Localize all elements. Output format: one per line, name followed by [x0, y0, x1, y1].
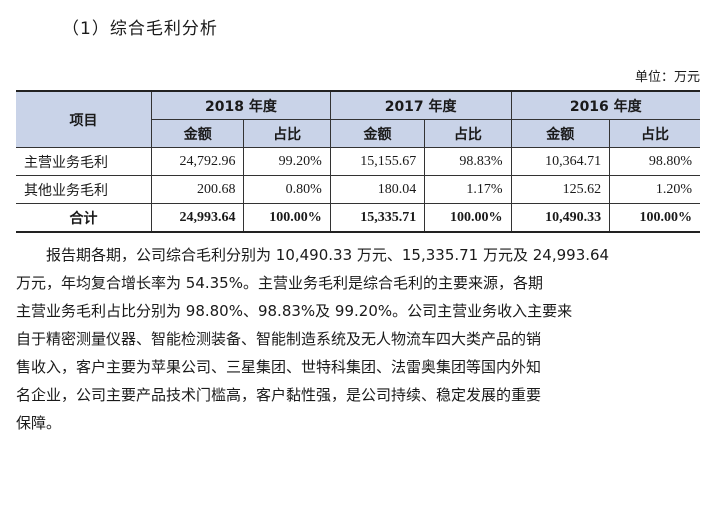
cell-value: 24,993.64 [151, 203, 245, 233]
table-row: 其他业务毛利 200.68 0.80% 180.04 1.17% 125.62 … [16, 175, 700, 204]
cell-value: 200.68 [151, 175, 245, 204]
cell-value: 98.80% [609, 147, 700, 176]
unit-label: 单位：万元 [634, 70, 700, 85]
cell-value: 0.80% [243, 175, 331, 204]
gross-profit-table: 项目 2018 年度 2017 年度 2016 年度 金额 占比 金额 占比 金… [16, 90, 700, 233]
table-header-row: 项目 2018 年度 2017 年度 2016 年度 [16, 90, 700, 148]
cell-value: 180.04 [329, 175, 426, 204]
header-amount: 金额 [151, 119, 245, 148]
cell-value: 10,364.71 [510, 147, 611, 176]
paragraph-line: 报告期各期，公司综合毛利分别为 10,490.33 万元、15,335.71 万… [46, 246, 610, 264]
cell-value: 99.20% [243, 147, 331, 176]
section-title: （1）综合毛利分析 [62, 19, 218, 39]
header-year: 2017 年度 [329, 90, 512, 120]
cell-value: 1.17% [424, 175, 512, 204]
cell-value: 24,792.96 [151, 147, 245, 176]
paragraph-line: 售收入，客户主要为苹果公司、三星集团、世特科集团、法雷奥集团等国内外知 [16, 358, 542, 376]
header-amount: 金额 [510, 119, 611, 148]
header-amount: 金额 [329, 119, 426, 148]
header-ratio: 占比 [243, 119, 331, 148]
table-subheader-row: 金额 占比 金额 占比 金额 占比 [16, 119, 700, 148]
header-item: 项目 [16, 90, 153, 148]
paragraph-line: 保障。 [16, 414, 62, 432]
cell-value: 100.00% [609, 203, 700, 233]
cell-value: 100.00% [424, 203, 512, 233]
analysis-paragraph: 报告期各期，公司综合毛利分别为 10,490.33 万元、15,335.71 万… [16, 241, 700, 437]
row-label: 合计 [16, 203, 153, 233]
header-year: 2016 年度 [510, 90, 700, 120]
cell-value: 100.00% [243, 203, 331, 233]
cell-value: 125.62 [510, 175, 611, 204]
row-label: 主营业务毛利 [16, 147, 153, 176]
paragraph-line: 万元，年均复合增长率为 54.35%。主营业务毛利是综合毛利的主要来源，各期 [16, 274, 543, 292]
cell-value: 1.20% [609, 175, 700, 204]
cell-value: 98.83% [424, 147, 512, 176]
cell-value: 10,490.33 [510, 203, 611, 233]
table-row: 主营业务毛利 24,792.96 99.20% 15,155.67 98.83%… [16, 147, 700, 176]
table-total-row: 合计 24,993.64 100.00% 15,335.71 100.00% 1… [16, 203, 700, 233]
header-year: 2018 年度 [151, 90, 331, 120]
cell-value: 15,335.71 [329, 203, 426, 233]
paragraph-line: 自于精密测量仪器、智能检测装备、智能制造系统及无人物流车四大类产品的销 [16, 330, 542, 348]
paragraph-line: 主营业务毛利占比分别为 98.80%、98.83%及 99.20%。公司主营业务… [16, 302, 573, 320]
header-ratio: 占比 [609, 119, 700, 148]
header-ratio: 占比 [424, 119, 512, 148]
paragraph-line: 名企业，公司主要产品技术门槛高，客户黏性强，是公司持续、稳定发展的重要 [16, 386, 542, 404]
row-label: 其他业务毛利 [16, 175, 153, 204]
cell-value: 15,155.67 [329, 147, 426, 176]
